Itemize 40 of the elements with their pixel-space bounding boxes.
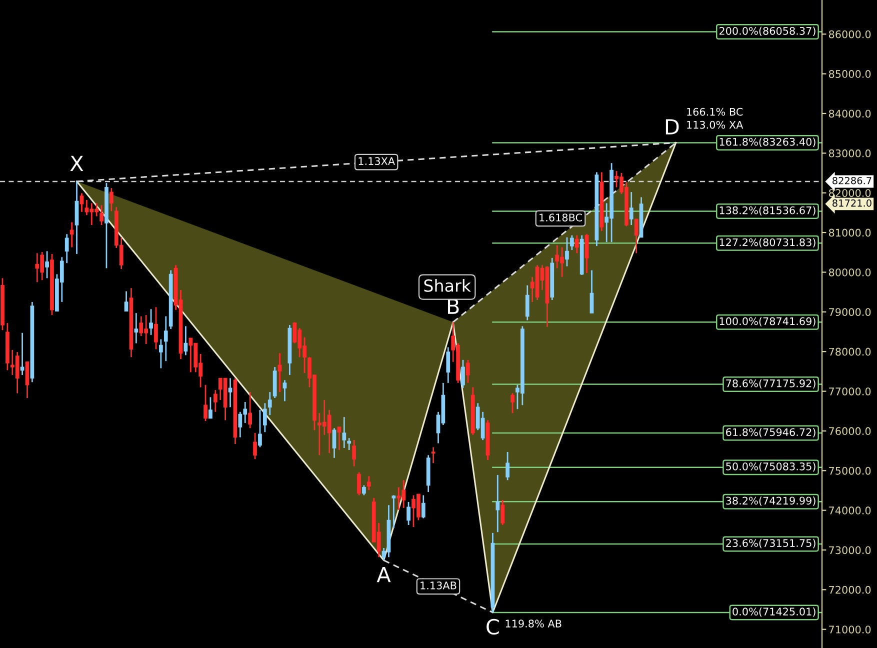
y-tick-label: 75000.0: [829, 466, 871, 475]
y-tick-label: 73000.0: [829, 546, 871, 554]
ref-line-label: 100.0%(78741.69): [720, 317, 816, 326]
y-tick-label: 85000.0: [828, 70, 871, 78]
y-tick-label: 81000.0: [828, 228, 871, 237]
annotation: C: [486, 618, 499, 635]
ref-line-label: 78.6%(77175.92): [726, 379, 816, 389]
y-tick-label: 84000.0: [828, 110, 871, 118]
ref-line-label: 50.0%(75083.35): [726, 462, 816, 472]
ref-line-label: 138.2%(81536.67): [720, 206, 816, 216]
y-tick-label: 78000.0: [829, 348, 871, 356]
annotation: 113.0% XA: [687, 120, 744, 129]
annotation: 1.618BC: [540, 214, 582, 222]
ref-line-label: 23.6%(73151.75): [726, 538, 816, 548]
annotation: 166.1% BC: [687, 108, 743, 116]
annotation: 119.8% AB: [506, 620, 562, 628]
text: 81721.0: [832, 199, 872, 207]
ref-line-label: 127.2%(80731.83): [720, 238, 816, 248]
annotation: D: [666, 119, 679, 134]
y-tick-label: 76000.0: [829, 427, 871, 436]
ref-line-label: 38.2%(74219.99): [726, 496, 816, 506]
y-tick-label: 82000.0: [828, 189, 871, 197]
annotation: 1.13XA: [358, 157, 395, 166]
y-tick-label: 71000.0: [829, 626, 871, 634]
annotation: X: [70, 156, 84, 172]
ref-line-label: 82286.7: [832, 176, 872, 184]
annotation: Shark: [424, 279, 471, 292]
y-tick-label: 86000.0: [828, 30, 871, 38]
y-tick-label: 77000.0: [829, 387, 871, 396]
y-tick-label: 80000.0: [828, 268, 871, 276]
y-tick-label: 72000.0: [829, 586, 871, 594]
y-tick-label: 83000.0: [828, 149, 871, 158]
ref-line-label: 161.8%(83263.40): [720, 138, 816, 147]
ref-line-label: 200.0%(86058.37): [719, 26, 816, 36]
y-tick-label: 74000.0: [829, 506, 871, 514]
annotation: 1.13AB: [420, 582, 456, 590]
annotation: A: [376, 566, 391, 582]
ref-line-label: 61.8%(75946.72): [726, 428, 816, 438]
y-tick-label: 79000.0: [829, 308, 871, 316]
ref-line-label: 0.0%(71425.01): [732, 607, 816, 617]
